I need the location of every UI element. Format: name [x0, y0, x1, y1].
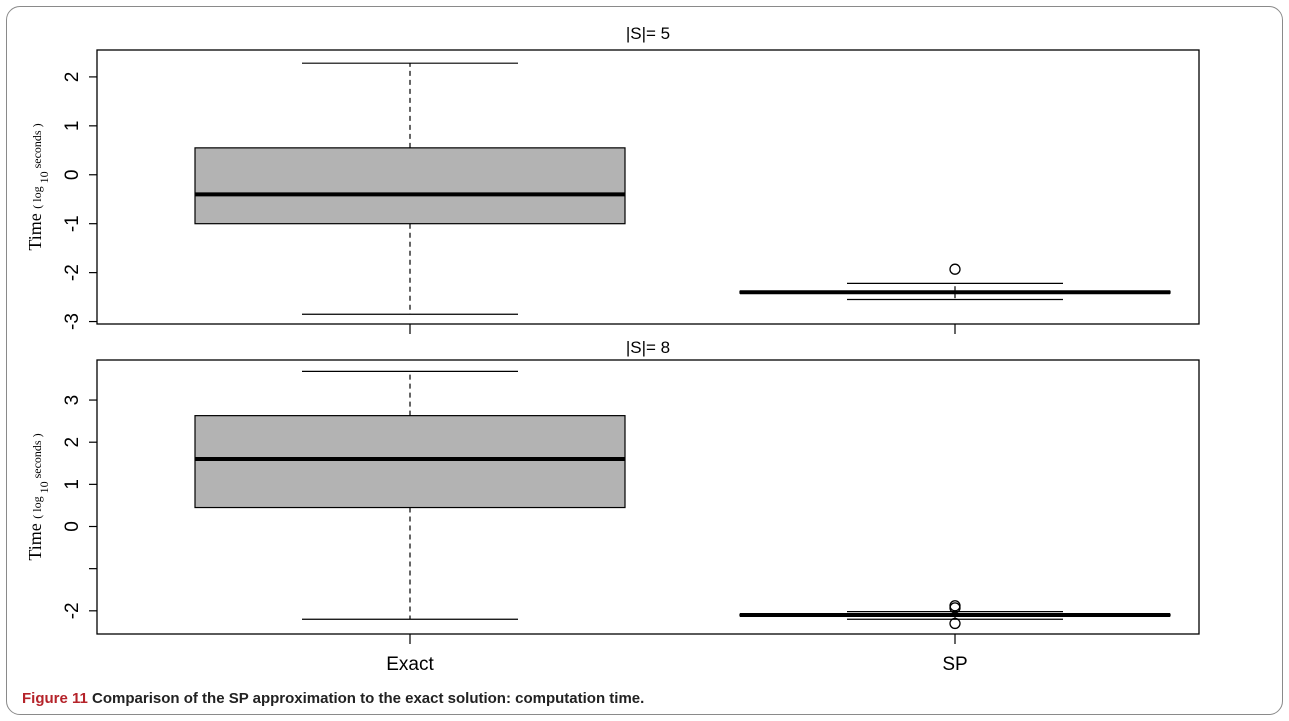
- y-tick-label-s5-0: -3: [62, 313, 83, 330]
- outlier-s8-sp-1: [949, 602, 961, 614]
- box-s5-exact: [194, 147, 626, 225]
- box-s8-exact: [194, 415, 626, 509]
- figure-caption: Figure 11 Comparison of the SP approxima…: [22, 690, 644, 707]
- x-tick-label-sp: SP: [942, 654, 967, 675]
- y-tick-label-s8-2: 0: [62, 521, 83, 532]
- panel-title-s5: |S|= 5: [626, 24, 670, 43]
- y-tick-label-s5-2: -1: [62, 215, 83, 232]
- caption-text: Comparison of the SP approximation to th…: [92, 690, 645, 707]
- plot-area-s8: [96, 359, 1200, 635]
- y-tick-label-s8-5: 3: [62, 395, 83, 406]
- plot-area-s5: [96, 49, 1200, 325]
- x-tick-label-exact: Exact: [386, 654, 434, 675]
- outlier-s5-sp-0: [949, 263, 961, 275]
- panel-title-s8: |S|= 8: [626, 338, 670, 357]
- y-tick-label-s5-4: 1: [62, 121, 83, 132]
- panel-s5: |S|= 5 -3 -2 -1 0 1 2 Time ( log 10 seconds ): [25, 24, 1200, 334]
- caption-label: Figure 11: [22, 690, 88, 707]
- y-tick-label-s5-3: 0: [62, 169, 83, 180]
- panel-s8: |S|= 8 -2 0 1 2 3 Time ( log 10 seconds ): [25, 338, 1200, 644]
- outlier-s8-sp-2: [949, 617, 961, 630]
- y-tick-label-s5-1: -2: [62, 264, 83, 281]
- y-tick-label-s8-3: 1: [62, 479, 83, 490]
- y-axis-title-s5: Time ( log 10 seconds ): [25, 123, 51, 250]
- y-axis-title-s8: Time ( log 10 seconds ): [25, 433, 51, 560]
- y-tick-label-s5-5: 2: [62, 72, 83, 83]
- y-tick-label-s8-0: -2: [62, 602, 83, 619]
- x-axis: Exact SP: [386, 654, 967, 675]
- y-tick-label-s8-4: 2: [62, 437, 83, 448]
